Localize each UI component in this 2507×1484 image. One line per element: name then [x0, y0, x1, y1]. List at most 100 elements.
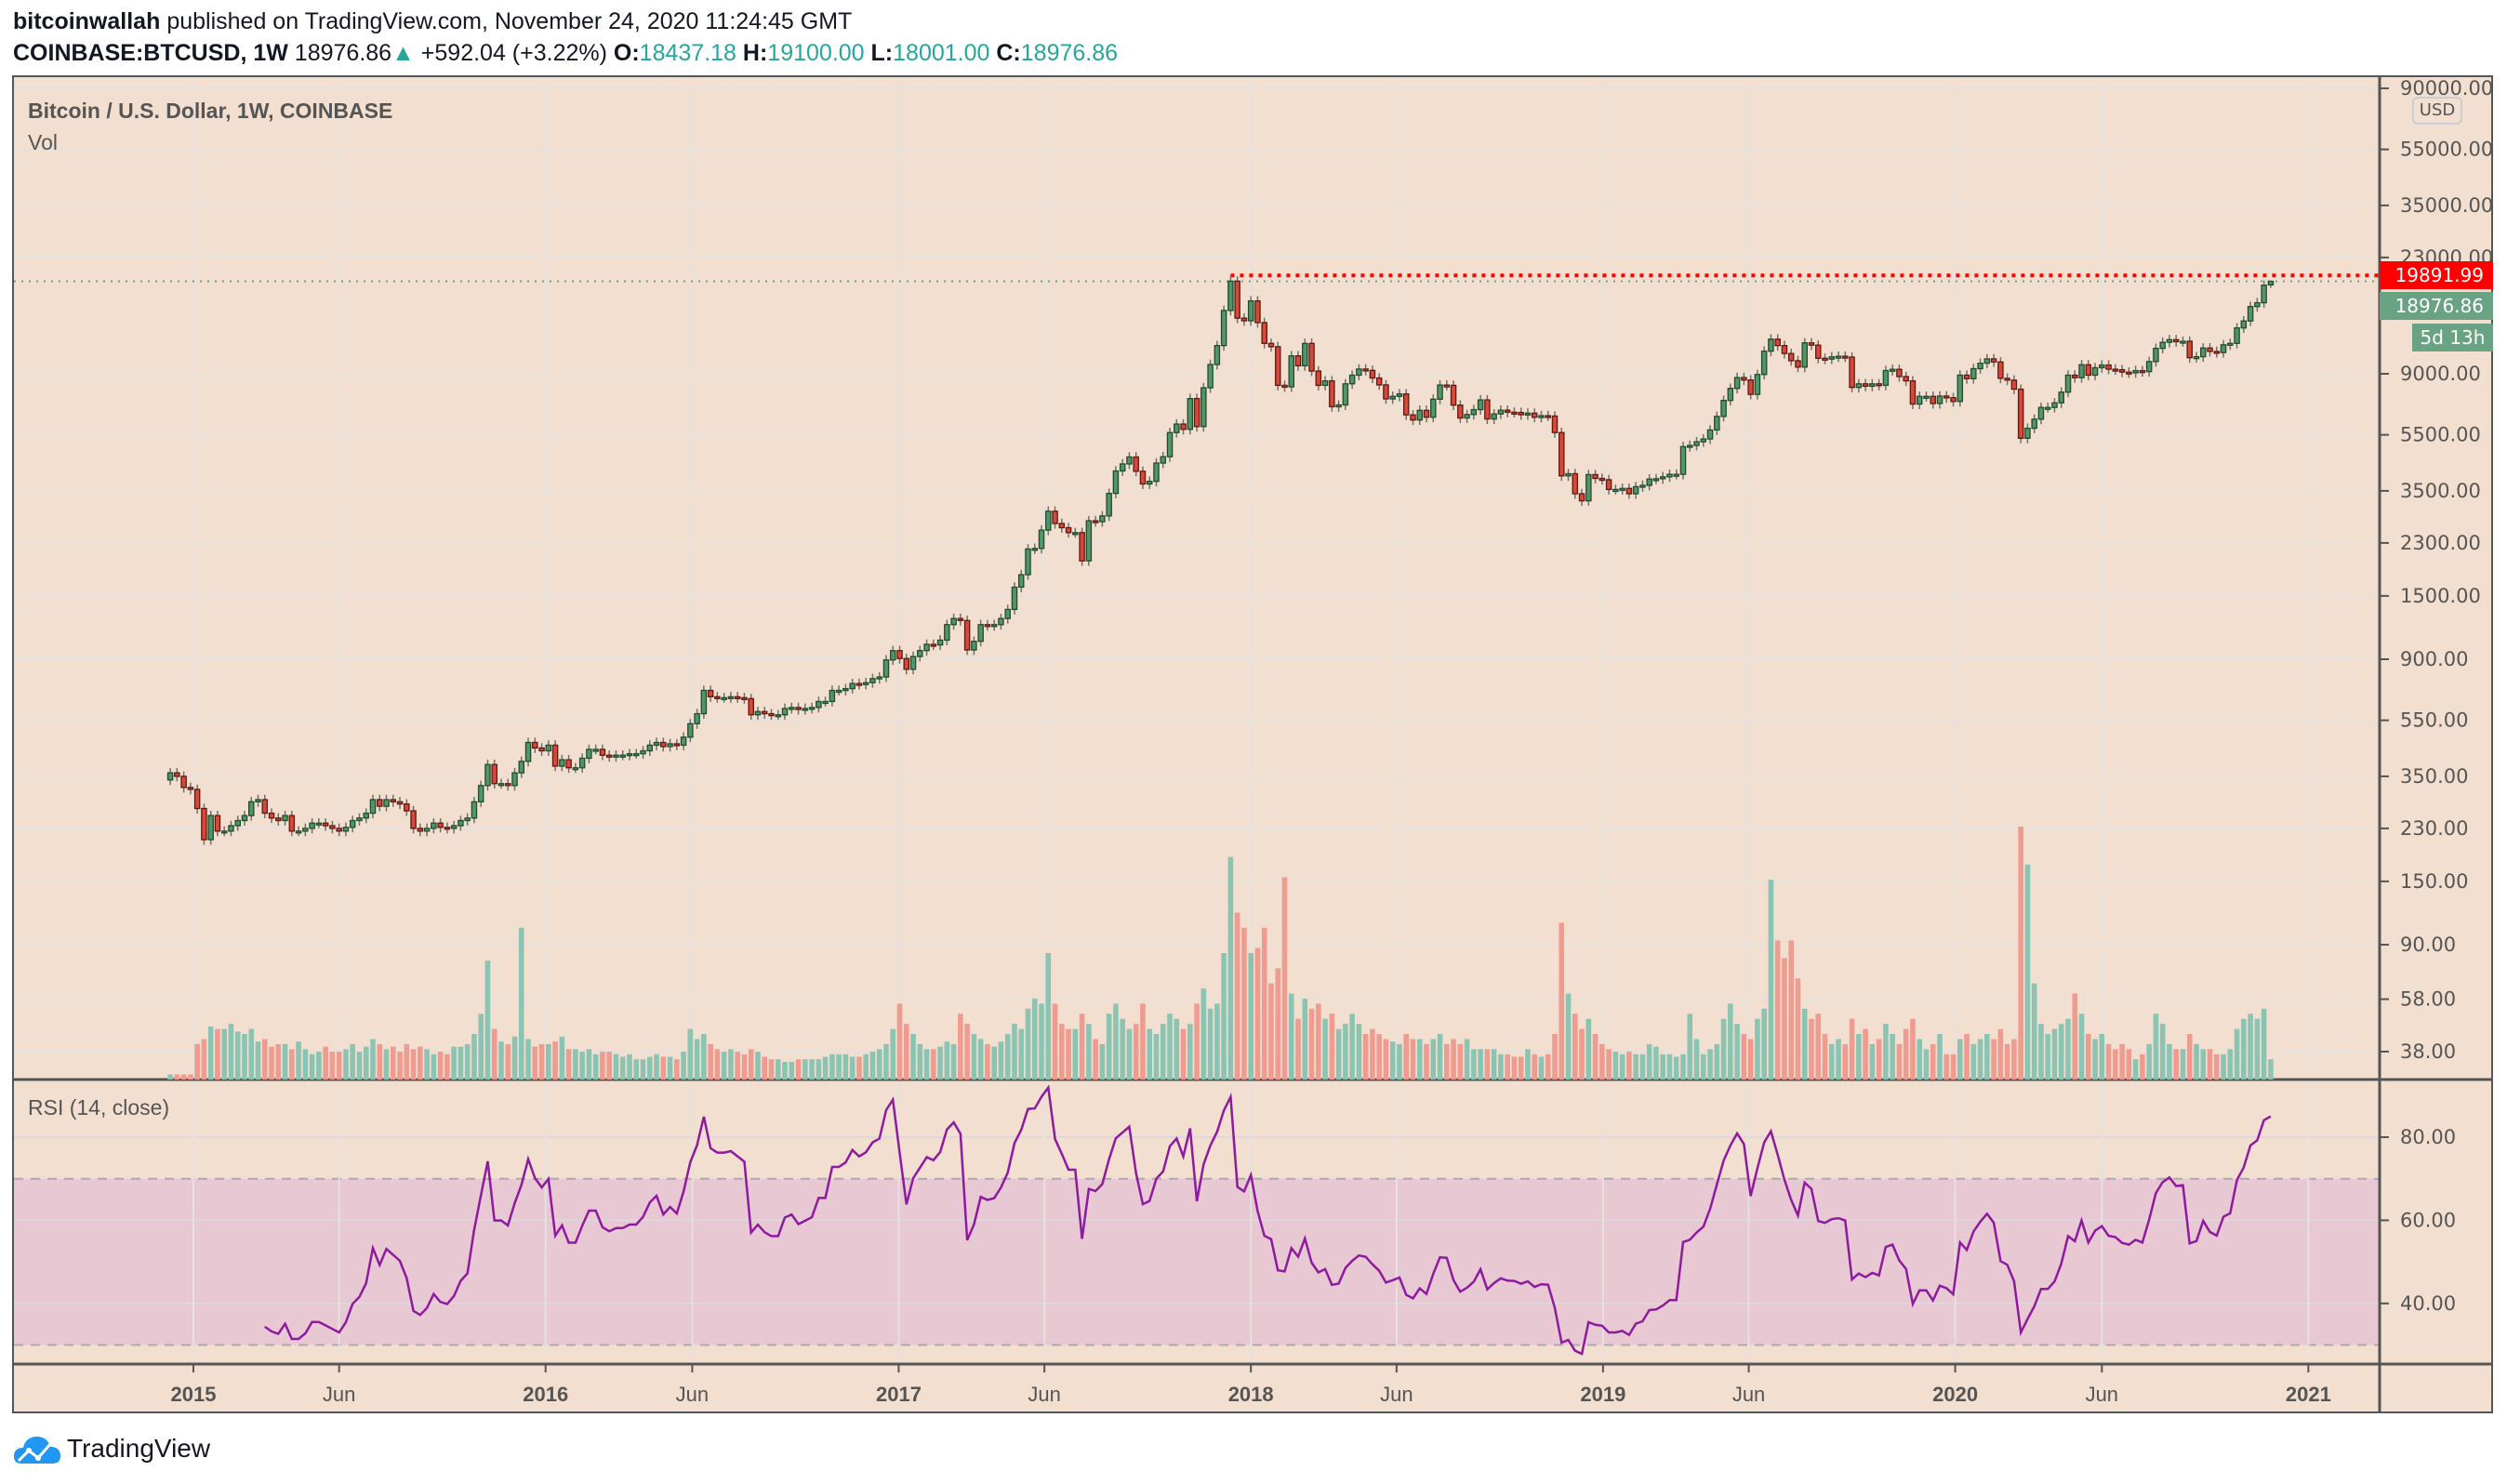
candle: [2126, 371, 2132, 375]
volume-bar: [1288, 993, 1294, 1080]
volume-bar: [1072, 1028, 1079, 1080]
candle: [990, 624, 998, 628]
price-tick-label: 5500.00: [2400, 424, 2481, 446]
candle: [377, 799, 383, 807]
candle: [1180, 423, 1187, 431]
close-value: 18976.86: [1020, 40, 1119, 66]
volume-bar: [2140, 1053, 2145, 1080]
candle: [1240, 317, 1248, 322]
currency-button[interactable]: USD: [2412, 97, 2462, 125]
candle: [842, 687, 849, 692]
volume-bar: [437, 1052, 444, 1080]
volume-bar: [242, 1034, 247, 1080]
candle: [1950, 397, 1957, 403]
candle: [1207, 364, 1214, 389]
volume-bar: [2113, 1049, 2118, 1080]
volume-bar: [2132, 1059, 2139, 1080]
candle: [1822, 357, 1828, 361]
candle: [734, 696, 741, 699]
candle: [187, 787, 194, 790]
volume-bar: [896, 1003, 903, 1080]
volume-bar: [478, 1014, 484, 1080]
volume-bar: [1207, 1008, 1214, 1080]
volume-bar: [842, 1053, 849, 1080]
candle: [1484, 399, 1491, 420]
candle: [1065, 526, 1072, 534]
author-name[interactable]: bitcoinwallah: [13, 8, 161, 34]
volume-bar: [1572, 1014, 1578, 1080]
volume-bar: [471, 1034, 477, 1080]
candle: [356, 817, 363, 822]
volume-bar: [876, 1049, 882, 1080]
volume-bar: [1505, 1053, 1510, 1080]
volume-bar: [694, 1039, 700, 1080]
price-tick-label: 3500.00: [2400, 480, 2481, 502]
volume-bar: [627, 1053, 632, 1080]
volume-bar: [1335, 1028, 1342, 1080]
candle: [532, 741, 538, 749]
candle: [1538, 415, 1545, 418]
candle: [1795, 360, 1801, 368]
volume-bar: [931, 1049, 936, 1080]
rsi-line: [264, 1084, 2272, 1356]
volume-bar: [1700, 1053, 1706, 1080]
candle: [768, 712, 775, 717]
volume-bar: [950, 1043, 957, 1080]
candle: [524, 741, 532, 762]
volume-bar: [1416, 1039, 1423, 1080]
volume-bar: [559, 1036, 565, 1080]
volume-bar: [491, 1028, 497, 1080]
candle: [721, 696, 727, 701]
candle: [1294, 355, 1302, 367]
volume-bar: [1626, 1052, 1632, 1080]
candle: [1612, 488, 1619, 493]
candle: [390, 799, 397, 802]
candle: [261, 799, 269, 815]
price-tick-label: 35000.00: [2400, 194, 2493, 217]
volume-bar: [998, 1041, 1004, 1080]
up-arrow-icon: ▲: [391, 40, 415, 66]
candle: [342, 827, 350, 832]
volume-bar: [1167, 1014, 1173, 1080]
volume-bar: [1619, 1053, 1625, 1080]
candle: [1828, 356, 1836, 360]
candle: [1659, 476, 1666, 480]
candle: [559, 759, 565, 767]
time-tick-label: 2017: [876, 1383, 922, 1406]
volume-bar: [903, 1024, 909, 1080]
volume-bar: [2051, 1028, 2058, 1080]
volume-bar: [1525, 1049, 1531, 1080]
candle: [423, 828, 431, 832]
volume-bar: [1761, 1008, 1767, 1080]
volume-bar: [1585, 1018, 1592, 1080]
candle: [1450, 384, 1457, 406]
volume-bar: [343, 1049, 349, 1080]
volume-bar: [1147, 1028, 1153, 1080]
candle: [1997, 361, 2004, 379]
candle: [275, 817, 282, 822]
rsi-tick-label: 40.00: [2400, 1292, 2456, 1315]
volume-bar: [1424, 1043, 1429, 1080]
volume-bar: [592, 1053, 599, 1080]
volume-bar: [619, 1056, 626, 1080]
volume-bar: [917, 1043, 923, 1080]
price-tick-label: 58.00: [2400, 988, 2456, 1011]
volume-bar: [883, 1043, 889, 1080]
candle: [410, 810, 417, 829]
volume-bar: [1612, 1052, 1619, 1080]
candle: [1700, 438, 1707, 443]
tradingview-brand: TradingView: [67, 1434, 211, 1463]
candle: [957, 617, 964, 622]
candle: [1011, 586, 1018, 611]
candle: [808, 707, 816, 710]
candle: [1625, 487, 1633, 495]
volume-bar: [356, 1052, 363, 1080]
candle: [1983, 358, 1991, 364]
candle: [1112, 470, 1120, 495]
candle: [1760, 351, 1768, 376]
volume-bar: [498, 1041, 504, 1080]
candle: [1153, 462, 1160, 483]
tradingview-logo[interactable]: TradingView: [13, 1433, 210, 1464]
volume-bar: [552, 1041, 558, 1080]
